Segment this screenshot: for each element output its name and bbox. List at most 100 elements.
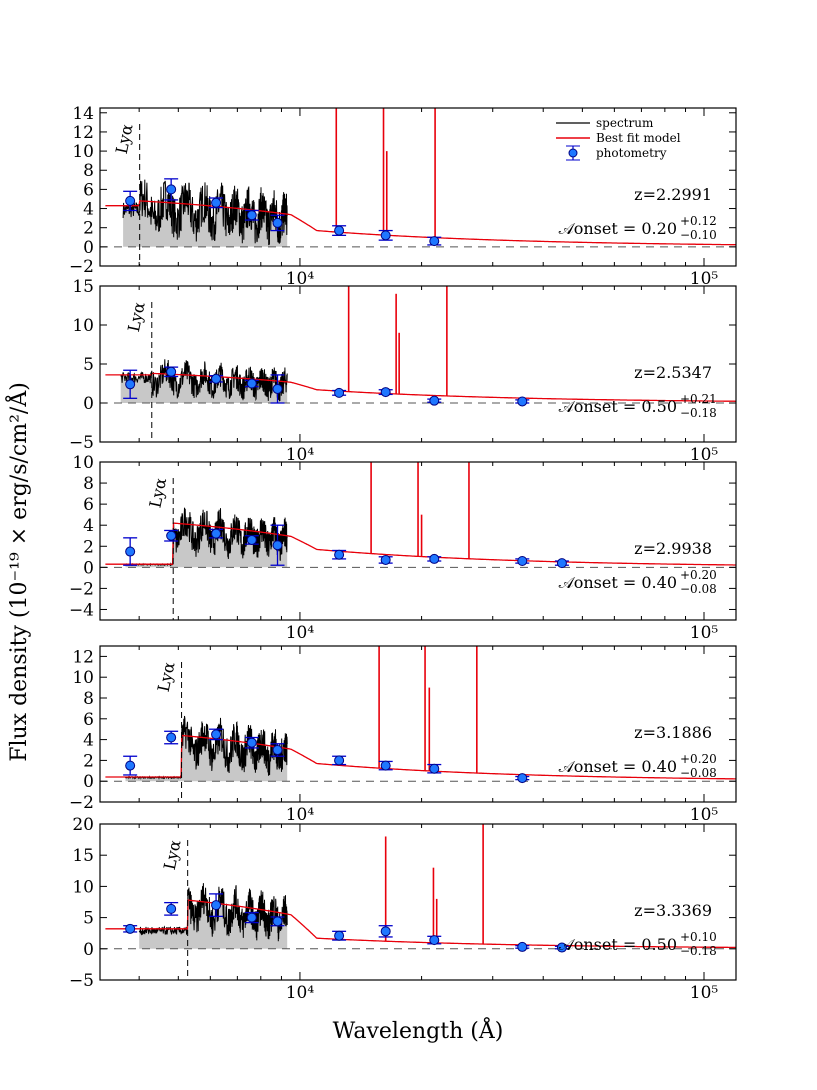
panel-frame <box>99 645 737 803</box>
photometry-marker <box>429 553 440 564</box>
photometry-point-10 <box>554 558 569 569</box>
photometry-marker <box>517 396 528 407</box>
onset-lower: −0.18 <box>680 944 717 958</box>
onset-label: 𝒜onset = 0.50 <box>559 935 677 954</box>
photometry-point-9 <box>515 396 530 407</box>
y-tick-label-4: 4 <box>83 200 94 220</box>
photometry-marker <box>125 923 136 934</box>
y-tick-label-2: 0 <box>83 394 94 414</box>
photometry-point-4 <box>244 534 259 545</box>
x-tick-label-1: 10⁴ <box>286 445 315 465</box>
photometry-marker <box>246 210 257 221</box>
photometry-point-10 <box>554 942 569 953</box>
x-tick-label-1: 10⁴ <box>286 269 315 289</box>
photometry-point-7 <box>378 387 393 398</box>
photometry-point-6 <box>332 549 347 560</box>
photometry-point-8 <box>427 395 442 406</box>
photometry-point-2 <box>164 730 179 745</box>
photometry-point-1 <box>123 369 138 399</box>
y-tick-label-2: 0 <box>83 772 94 792</box>
onset-upper: +0.20 <box>680 568 717 582</box>
x-tick-label-2: 10⁵ <box>690 269 719 289</box>
photometry-point-7 <box>378 554 393 565</box>
photometry-marker <box>272 540 283 551</box>
photometry-point-5 <box>270 916 285 927</box>
onset-label: 𝒜onset = 0.20 <box>559 219 677 238</box>
y-tick-label-2: −2 <box>69 579 94 599</box>
photometry-marker <box>517 941 528 952</box>
photometry-marker <box>272 745 283 755</box>
photometry-marker <box>334 387 345 398</box>
photometry-marker <box>517 556 528 567</box>
photometry-marker <box>211 373 222 384</box>
redshift-label: z=3.1886 <box>634 723 712 742</box>
photometry-marker <box>272 383 283 394</box>
photometry-marker <box>125 760 136 771</box>
redshift-label: z=2.2991 <box>634 185 712 204</box>
lya-label: Lyα <box>112 122 137 156</box>
photometry-marker <box>334 930 345 941</box>
photometry-marker <box>125 195 136 206</box>
photometry-point-8 <box>427 236 442 247</box>
y-tick-label-6: 8 <box>83 161 94 181</box>
panel-5: Lyα −5 0 5 10 15 20 10⁴ 10⁵ z=3.3369 𝒜onset = 0.50… <box>69 815 737 1003</box>
y-tick-label-2: 0 <box>83 238 94 258</box>
y-tick-label-1: −4 <box>69 600 94 620</box>
y-tick-label-7: 10 <box>72 668 94 688</box>
photometry-point-2 <box>164 178 179 201</box>
photometry-marker <box>429 395 440 406</box>
photometry-point-2 <box>164 366 179 378</box>
photometry-point-3 <box>209 728 224 741</box>
photometry-marker <box>334 549 345 560</box>
photometry-marker <box>166 530 177 541</box>
y-tick-label-8: 12 <box>72 647 94 667</box>
photometry-marker <box>246 534 257 545</box>
photometry-point-5 <box>270 374 285 404</box>
model-line <box>105 734 736 780</box>
onset-lower: −0.08 <box>680 582 717 596</box>
plot-area <box>100 108 736 266</box>
photometry-marker <box>380 554 391 565</box>
onset-lower: −0.18 <box>680 406 717 420</box>
onset-label: 𝒜onset = 0.40 <box>559 573 677 592</box>
photometry-point-6 <box>332 755 347 766</box>
photometry-point-3 <box>209 528 224 539</box>
photometry-point-1 <box>123 923 138 934</box>
y-tick-label-1: −2 <box>69 257 94 277</box>
y-tick-label-8: 10 <box>72 453 94 473</box>
redshift-label: z=2.9938 <box>634 539 712 558</box>
panel-frame <box>99 107 737 267</box>
onset-upper: +0.21 <box>680 392 717 406</box>
spectrum-shade <box>125 507 288 568</box>
photometry-point-7 <box>378 229 393 241</box>
x-axis-title: Wavelength (Å) <box>333 1016 504 1044</box>
y-tick-label-7: 8 <box>83 474 94 494</box>
photometry-marker <box>246 737 257 748</box>
photometry-marker <box>380 387 391 398</box>
photometry-marker <box>166 366 177 377</box>
y-tick-label-4: 2 <box>83 537 94 557</box>
photometry-point-8 <box>427 935 442 946</box>
photometry-marker <box>380 230 391 241</box>
photometry-point-5 <box>270 214 285 232</box>
y-tick-label-6: 20 <box>72 815 94 835</box>
x-tick-label-2: 10⁵ <box>690 983 719 1003</box>
y-tick-label-3: 2 <box>83 219 94 239</box>
photometry-point-9 <box>515 556 530 567</box>
photometry-marker <box>211 197 222 208</box>
y-tick-label-5: 4 <box>83 516 94 536</box>
y-tick-label-9: 14 <box>72 104 94 124</box>
panel-frame <box>99 461 737 621</box>
photometry-point-4 <box>244 209 259 221</box>
redshift-label: z=3.3369 <box>634 901 712 920</box>
y-tick-label-1: −5 <box>69 433 94 453</box>
x-tick-label-2: 10⁵ <box>690 623 719 643</box>
onset-upper: +0.10 <box>680 930 717 944</box>
photometry-marker <box>246 378 257 389</box>
photometry-marker <box>211 528 222 539</box>
y-tick-label-4: 10 <box>72 877 94 897</box>
legend-label-model: Best fit model <box>596 131 681 145</box>
y-tick-label-7: 10 <box>72 142 94 162</box>
